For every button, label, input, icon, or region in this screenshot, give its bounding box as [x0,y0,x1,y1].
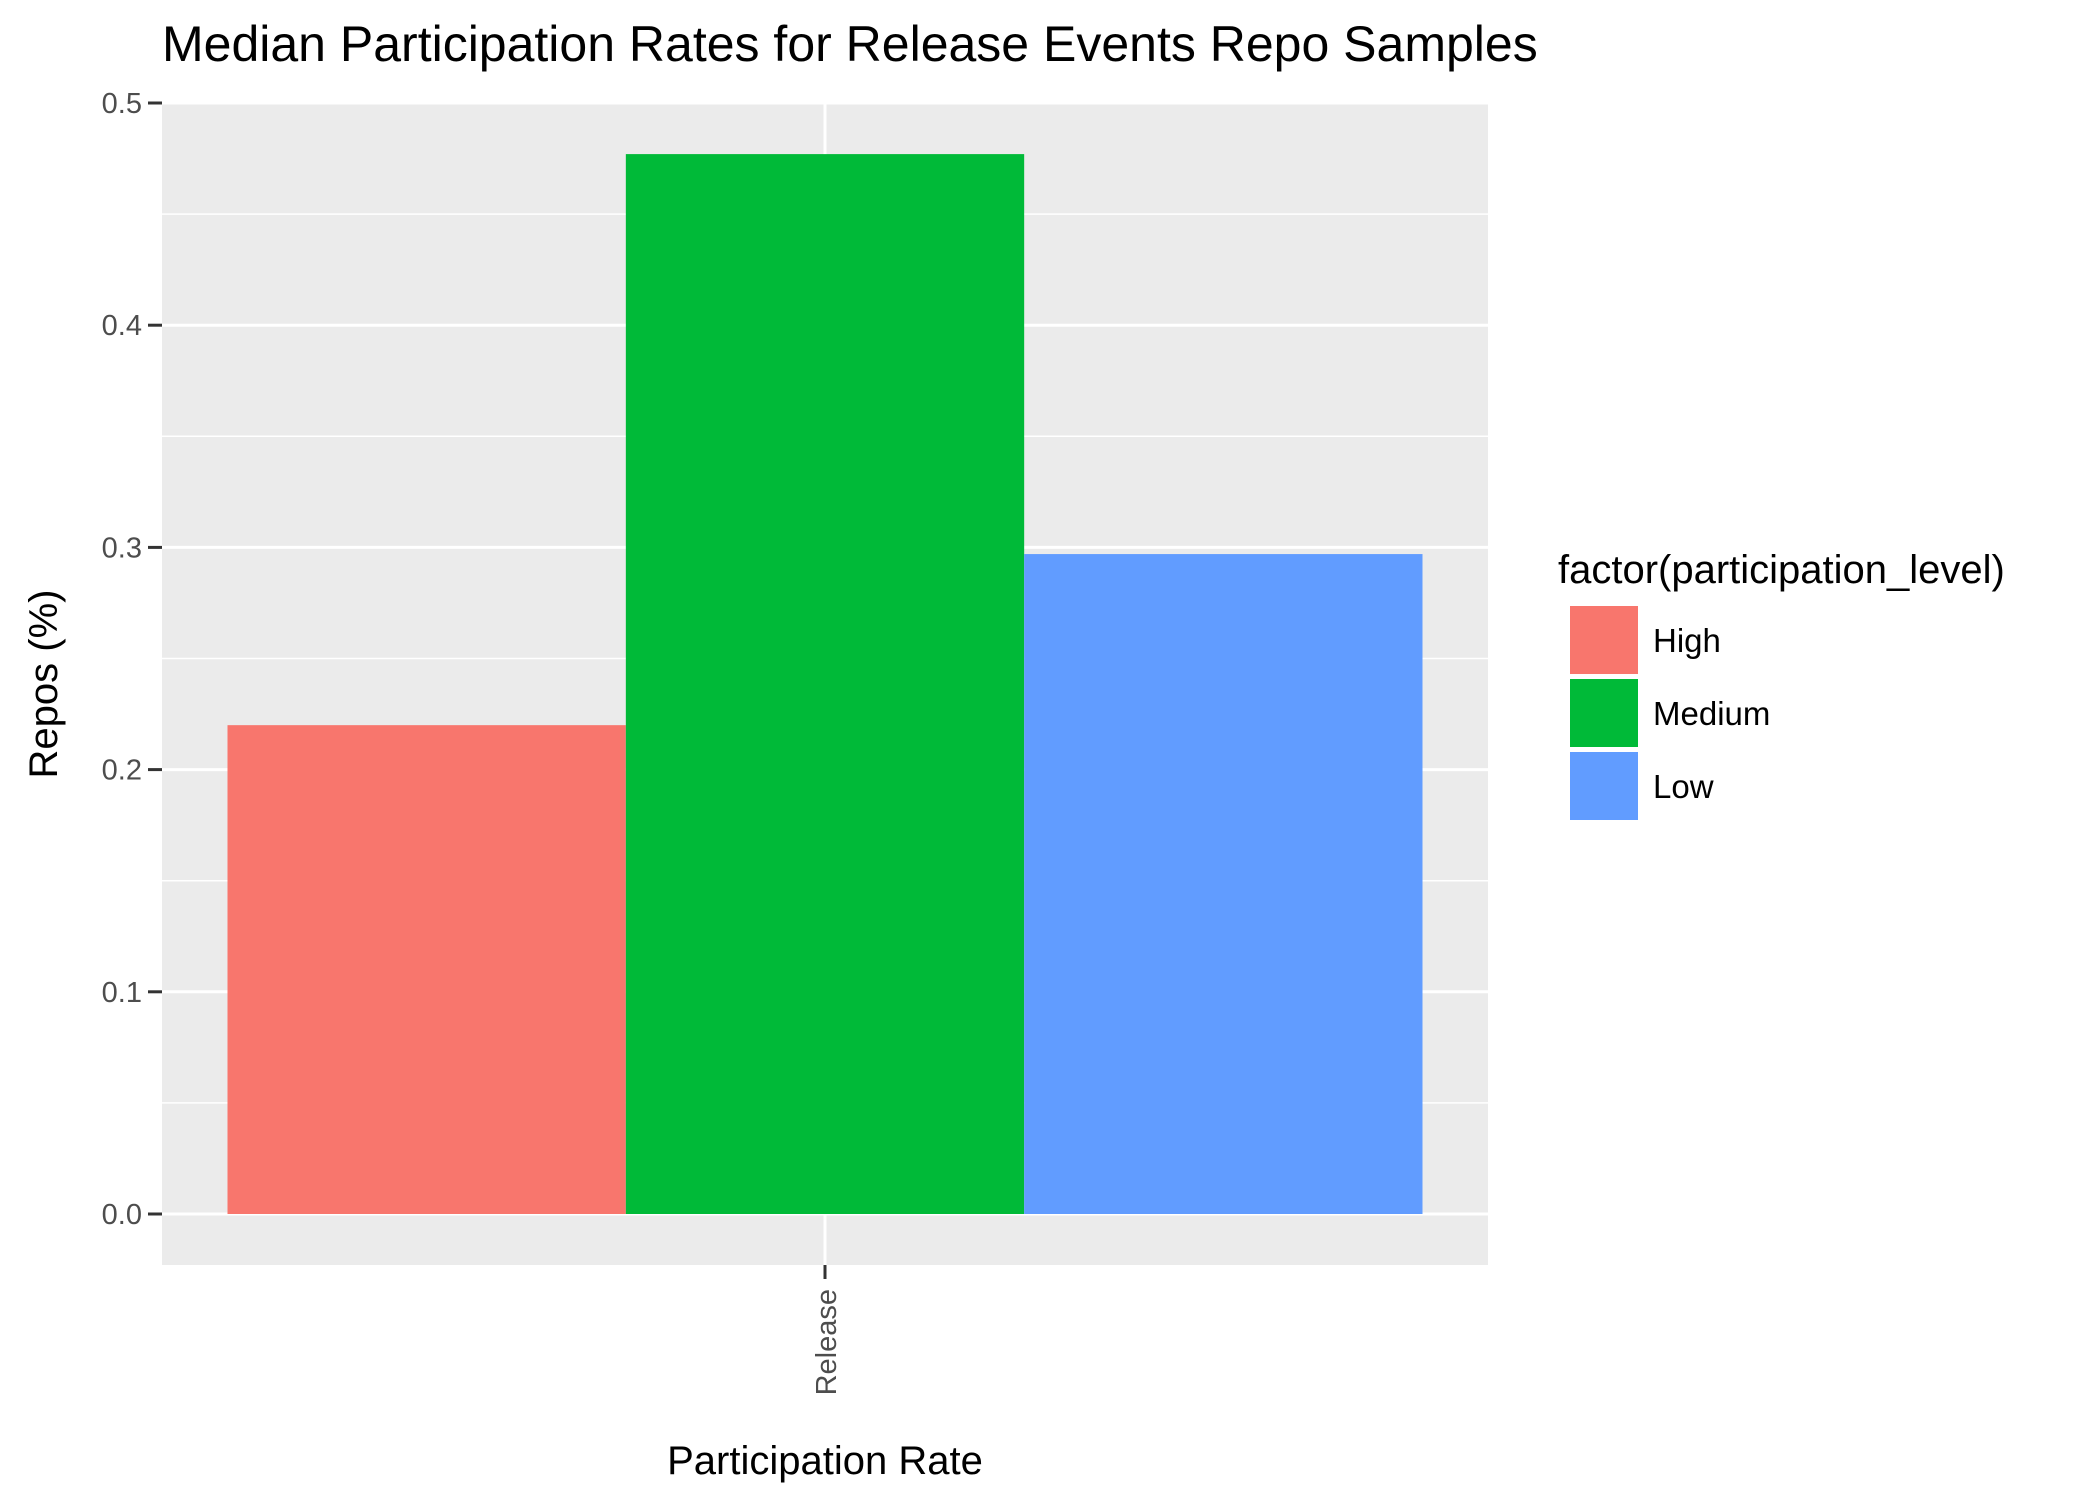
y-tick-label: 0.5 [102,88,142,120]
y-tick-label: 0.1 [102,977,142,1009]
legend-key-high [1570,606,1638,674]
legend-label: Low [1653,768,1714,805]
y-tick-label: 0.2 [102,755,142,787]
x-tick-label: Release [811,1289,843,1395]
legend-title: factor(participation_level) [1558,548,2005,592]
x-axis: Release [811,1265,843,1395]
legend-label: High [1653,622,1721,659]
bar-low [1024,554,1423,1214]
y-axis: 0.0 0.1 0.2 0.3 0.4 0.5 [102,88,162,1231]
legend: factor(participation_level) High Medium Lo… [1558,548,2005,820]
chart-title: Median Participation Rates for Release E… [162,16,1538,72]
y-tick-label: 0.4 [102,310,142,342]
bars [227,154,1423,1215]
bar-medium [625,154,1025,1215]
y-tick-label: 0.3 [102,532,142,564]
legend-label: Medium [1653,695,1770,732]
x-axis-title: Participation Rate [667,1439,983,1483]
bar-high [227,725,626,1214]
legend-key-medium [1570,679,1638,747]
y-axis-title: Repos (%) [22,590,66,779]
legend-key-low [1570,752,1638,820]
y-tick-label: 0.0 [102,1199,142,1231]
